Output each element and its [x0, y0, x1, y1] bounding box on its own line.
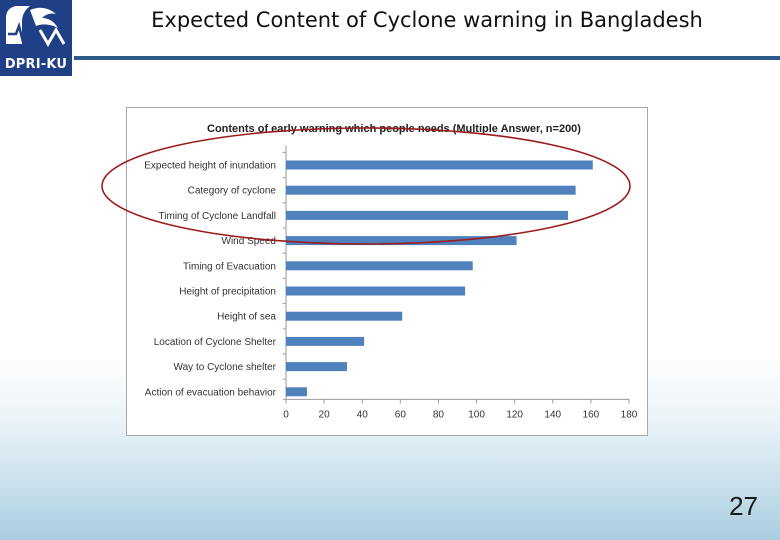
logo-emblem-icon [0, 0, 72, 54]
chart-panel: Contents of early warning which people n… [126, 107, 648, 436]
x-tick-label: 100 [468, 409, 485, 420]
category-label: Way to Cyclone shelter [174, 362, 277, 373]
category-label: Category of cyclone [188, 186, 277, 197]
bar [286, 185, 576, 195]
x-tick-label: 0 [283, 409, 289, 420]
slide-title: Expected Content of Cyclone warning in B… [151, 8, 703, 32]
bar [286, 387, 307, 397]
x-tick-label: 20 [319, 409, 331, 420]
x-tick-label: 180 [621, 409, 638, 420]
category-label: Expected height of inundation [144, 161, 276, 172]
x-tick-label: 160 [583, 409, 600, 420]
bar [286, 311, 403, 321]
x-tick-label: 120 [506, 409, 523, 420]
category-label: Wind Speed [222, 236, 276, 247]
bar-chart: Contents of early warning which people n… [144, 123, 638, 420]
dpri-ku-logo: DPRI-KU [0, 0, 72, 76]
page-number: 27 [729, 491, 758, 521]
bar [286, 210, 569, 220]
x-tick-label: 60 [395, 409, 407, 420]
category-label: Location of Cyclone Shelter [154, 337, 277, 348]
category-label: Height of precipitation [179, 287, 276, 298]
bar [286, 336, 365, 346]
highlight-ellipse [101, 127, 631, 245]
x-tick-label: 140 [544, 409, 561, 420]
category-label: Timing of Evacuation [183, 261, 276, 272]
x-tick-label: 80 [433, 409, 445, 420]
bar [286, 261, 473, 271]
category-label: Height of sea [217, 312, 276, 323]
bar [286, 236, 517, 246]
bar [286, 160, 593, 170]
bar [286, 362, 347, 372]
title-divider [74, 56, 780, 60]
x-tick-label: 40 [357, 409, 369, 420]
category-label: Action of evacuation behavior [145, 387, 277, 398]
logo-text: DPRI-KU [4, 57, 68, 72]
bar [286, 286, 466, 296]
category-label: Timing of Cyclone Landfall [159, 211, 276, 222]
